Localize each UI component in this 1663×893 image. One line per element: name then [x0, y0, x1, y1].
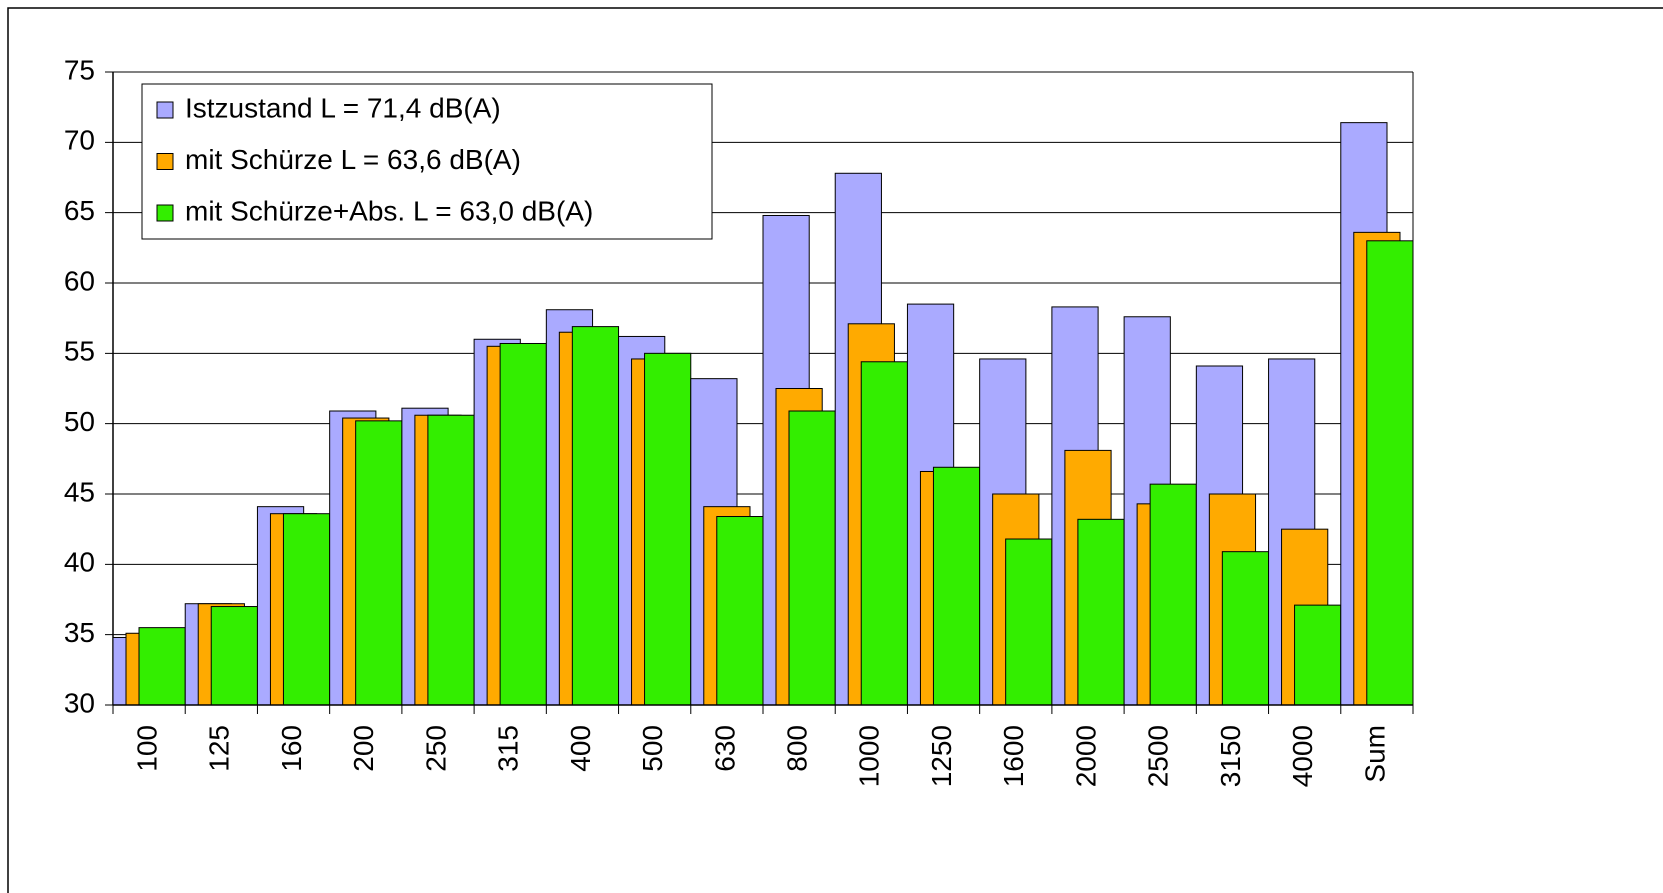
x-tick-label: 2500 [1143, 725, 1174, 787]
bar [571, 326, 620, 706]
y-tick-label: 35 [64, 617, 95, 648]
y-tick-label: 40 [64, 547, 95, 578]
y-tick-label: 50 [64, 406, 95, 437]
y-tick-label: 60 [64, 265, 95, 296]
legend-marker [156, 204, 174, 222]
bar [860, 361, 908, 706]
legend-marker [156, 153, 174, 170]
bar [282, 513, 331, 706]
x-tick-label: 1600 [998, 725, 1029, 787]
y-tick-label: 75 [64, 54, 95, 85]
x-tick-label: 630 [709, 725, 740, 772]
x-tick-label: 500 [637, 725, 668, 772]
bar [1221, 551, 1270, 706]
x-tick-label: 315 [493, 725, 524, 772]
bar [355, 420, 403, 706]
bar [1149, 483, 1197, 706]
y-tick-label: 65 [64, 195, 95, 226]
bar [1294, 604, 1342, 706]
legend-box [141, 83, 713, 240]
x-tick-label: 1250 [926, 725, 957, 787]
bar [1077, 518, 1125, 706]
x-tick-label: 800 [782, 725, 813, 772]
y-tick-label: 30 [64, 687, 95, 718]
x-tick-label: 2000 [1070, 725, 1101, 787]
legend-marker [156, 101, 174, 119]
x-tick-label: 1000 [854, 725, 885, 787]
x-tick-label: 400 [565, 725, 596, 772]
bar [932, 466, 981, 706]
legend-label: mit Schürze+Abs. L = 63,0 dB(A) [185, 195, 593, 226]
bar [427, 414, 475, 706]
bar [138, 627, 186, 706]
x-tick-label: 100 [132, 725, 163, 772]
x-tick-label: 125 [204, 725, 235, 772]
x-tick-label: 200 [348, 725, 379, 772]
x-tick-label: 3150 [1215, 725, 1246, 787]
x-tick-label: 160 [276, 725, 307, 772]
x-tick-label: Sum [1359, 725, 1390, 783]
bar [1366, 240, 1414, 706]
bar [210, 606, 258, 706]
y-tick-label: 55 [64, 336, 95, 367]
bar [644, 352, 692, 706]
y-tick-label: 70 [64, 125, 95, 156]
x-tick-label: 250 [420, 725, 451, 772]
legend-label: Istzustand L = 71,4 dB(A) [185, 92, 501, 123]
bar [499, 342, 547, 706]
legend-label: mit Schürze L = 63,6 dB(A) [185, 144, 521, 175]
y-tick-label: 45 [64, 476, 95, 507]
bar [1005, 538, 1053, 706]
x-tick-label: 4000 [1287, 725, 1318, 787]
chart-frame [7, 7, 1663, 893]
bar [788, 410, 836, 706]
bar [716, 516, 764, 706]
